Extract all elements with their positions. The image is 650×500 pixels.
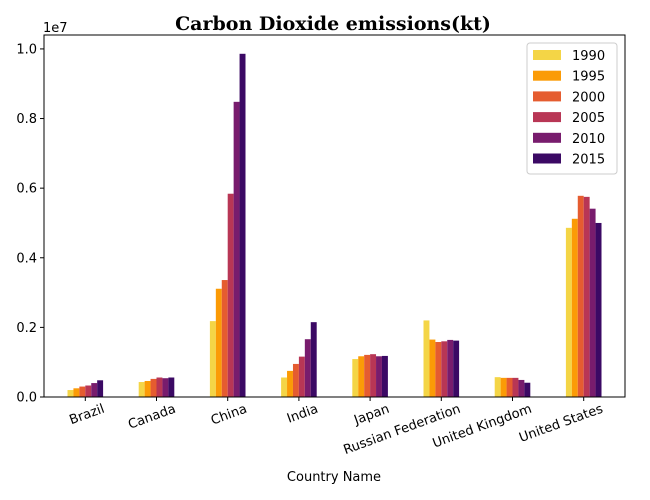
legend-label-2005: 2005	[572, 111, 605, 126]
bar-2010-united-states	[589, 208, 596, 397]
bar-2010-brazil	[91, 383, 98, 397]
legend: 1990 1995 2000 2005 2010 2015	[526, 42, 618, 175]
x-tick-label: Japan	[351, 402, 391, 429]
bar-2000-japan	[364, 354, 371, 397]
bar-1995-canada	[144, 380, 151, 397]
bar-2005-united-states	[583, 196, 590, 397]
bar-2015-brazil	[97, 380, 104, 397]
legend-swatch-1990	[533, 50, 561, 60]
bar-2000-united-states	[577, 195, 584, 397]
bar-2015-japan	[381, 355, 388, 397]
x-tick-label: Russian Federation	[342, 402, 463, 458]
bar-2000-india	[292, 363, 299, 397]
bar-2005-china	[227, 193, 234, 397]
bar-1990-brazil	[67, 390, 74, 397]
bar-2005-united-kingdom	[512, 377, 519, 397]
bar-1990-united-states	[565, 227, 572, 397]
offset-text: 1e7	[43, 21, 68, 36]
bar-2000-united-kingdom	[506, 377, 513, 397]
bar-2000-brazil	[79, 386, 86, 397]
y-tick-label: 0.2	[16, 321, 37, 336]
bar-2015-russian-federation	[453, 340, 460, 397]
bars-group	[67, 53, 602, 398]
bar-1995-india	[287, 370, 293, 397]
legend-label-1990: 1990	[572, 49, 605, 64]
x-tick-label: Brazil	[67, 402, 106, 429]
bar-1990-japan	[352, 359, 359, 397]
x-tick-label: Canada	[126, 402, 178, 433]
bar-2000-china	[221, 280, 228, 397]
bar-2010-canada	[162, 378, 169, 397]
x-tick-label: China	[209, 402, 249, 429]
legend-label-2015: 2015	[572, 153, 605, 168]
legend-label-2010: 2010	[572, 132, 605, 147]
bar-2000-russian-federation	[435, 342, 442, 397]
y-axis: 0.0 0.2 0.4 0.6 0.8 1.0	[16, 42, 44, 406]
bar-2005-india	[298, 356, 305, 397]
bar-2005-japan	[370, 354, 377, 397]
bar-1995-japan	[358, 356, 365, 397]
chart-title: Carbon Dioxide emissions(kt)	[175, 13, 491, 35]
y-tick-label: 0.6	[16, 182, 37, 197]
bar-1995-brazil	[73, 388, 80, 397]
bar-2010-japan	[376, 356, 382, 397]
legend-swatch-1995	[533, 70, 561, 81]
bar-2015-united-states	[595, 222, 602, 397]
bar-1995-china	[215, 288, 222, 397]
y-tick-label: 0.4	[16, 251, 37, 266]
bar-1990-india	[281, 377, 288, 397]
bar-2005-brazil	[85, 385, 92, 397]
bar-2005-russian-federation	[441, 341, 448, 397]
legend-label-1995: 1995	[572, 70, 605, 85]
bar-2010-russian-federation	[447, 339, 454, 397]
bar-2005-canada	[156, 377, 163, 397]
bar-1990-canada	[138, 382, 145, 397]
x-axis-label: Country Name	[287, 470, 381, 485]
bar-2010-china	[233, 101, 240, 397]
bar-2015-united-kingdom	[524, 382, 531, 397]
legend-label-2000: 2000	[572, 90, 605, 105]
bar-2015-india	[310, 322, 317, 397]
bar-2010-united-kingdom	[518, 379, 525, 397]
y-tick-label: 0.0	[16, 391, 37, 406]
legend-swatch-2005	[533, 112, 561, 123]
bar-1990-china	[209, 321, 216, 397]
bar-2000-canada	[150, 378, 157, 397]
plot-frame	[43, 34, 626, 398]
x-tick-label: India	[285, 402, 320, 427]
bar-1995-united-kingdom	[500, 377, 507, 397]
bar-1990-russian-federation	[423, 320, 430, 397]
bar-2015-china	[239, 53, 246, 398]
bar-1995-russian-federation	[429, 339, 436, 397]
y-tick-label: 1.0	[16, 42, 37, 57]
bar-1995-united-states	[571, 218, 578, 397]
bar-1990-united-kingdom	[494, 377, 501, 397]
y-tick-label: 0.8	[16, 112, 37, 127]
bar-2015-canada	[168, 377, 175, 397]
bar-2010-india	[304, 339, 311, 397]
legend-swatch-2010	[533, 132, 561, 143]
legend-swatch-2000	[533, 91, 561, 102]
legend-swatch-2015	[533, 153, 561, 164]
